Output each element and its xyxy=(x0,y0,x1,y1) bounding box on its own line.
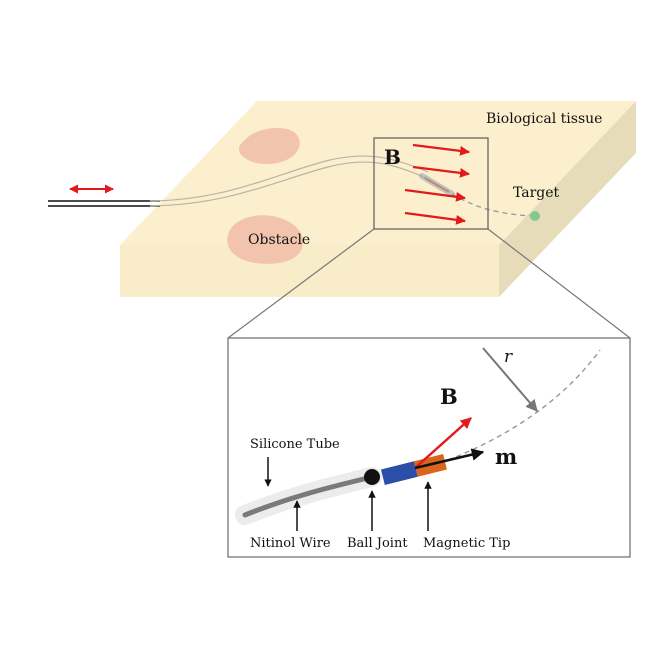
radius-label: r xyxy=(504,347,513,367)
catheter-inside-upper xyxy=(149,155,429,202)
nitinol-wire xyxy=(242,474,375,518)
nitinol-wire-label: Nitinol Wire xyxy=(250,536,331,551)
tip-in-tissue xyxy=(419,173,455,197)
field-label-inset: B xyxy=(440,384,458,409)
field-arrow-4 xyxy=(404,211,466,225)
ball-joint xyxy=(364,469,380,485)
trajectory-to-target xyxy=(451,193,535,217)
ball-joint-label: Ball Joint xyxy=(347,536,408,551)
tissue-front-face xyxy=(120,245,499,297)
magnet-blue-segment xyxy=(380,461,418,486)
magnetic-tip-label: Magnetic Tip xyxy=(423,536,510,551)
obstacle-bottom xyxy=(227,215,304,264)
field-arrow-1 xyxy=(412,143,470,156)
moment-vector xyxy=(414,448,485,470)
silicone-tube-label: Silicone Tube xyxy=(250,437,340,452)
field-arrow-3 xyxy=(404,188,466,202)
moment-label: m xyxy=(495,444,517,469)
zoom-connector-left xyxy=(227,228,375,339)
field-arrow-2 xyxy=(412,165,470,178)
field-label-top: B xyxy=(384,145,401,169)
inset-trajectory xyxy=(447,349,601,461)
tissue-label: Biological tissue xyxy=(486,111,602,127)
radius-arrow xyxy=(482,347,538,412)
catheter-inside-lower xyxy=(149,161,427,207)
target-label: Target xyxy=(513,185,560,201)
obstacle-label: Obstacle xyxy=(248,232,310,248)
obstacle-top xyxy=(238,127,300,164)
zoom-connector-right xyxy=(487,228,631,339)
zoom-box xyxy=(373,137,489,230)
target-dot xyxy=(530,211,540,221)
inset-box xyxy=(227,337,631,558)
tissue-side-face xyxy=(499,101,636,297)
field-vector-inset xyxy=(414,417,472,469)
